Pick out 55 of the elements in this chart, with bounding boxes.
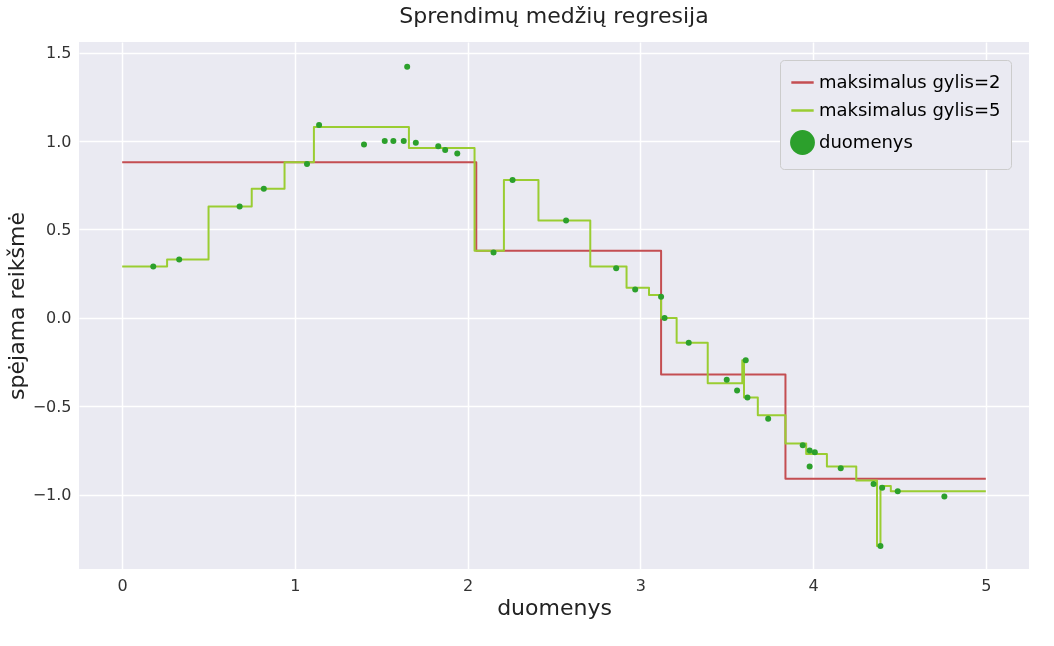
point — [723, 376, 730, 383]
point — [150, 263, 157, 270]
point — [658, 293, 665, 300]
y-axis-title: spėjama reikšmė — [3, 212, 29, 400]
point — [435, 143, 442, 150]
legend-label: duomenys — [819, 130, 913, 152]
x-tick-label: 3 — [635, 575, 646, 595]
point — [685, 339, 692, 346]
point — [454, 150, 461, 157]
point — [381, 138, 388, 145]
point — [390, 138, 397, 145]
point — [613, 265, 620, 272]
y-tick-label: 0.0 — [46, 308, 72, 328]
point — [744, 394, 751, 401]
point — [765, 415, 772, 422]
point — [490, 249, 497, 256]
point — [632, 286, 639, 293]
y-tick-label: −1.0 — [32, 485, 72, 505]
point — [870, 481, 877, 488]
point — [509, 176, 516, 183]
x-tick-label: 5 — [981, 575, 992, 595]
point — [806, 463, 813, 470]
x-tick-label: 1 — [290, 575, 301, 595]
x-axis-title: duomenys — [497, 594, 612, 620]
point — [304, 161, 310, 168]
point — [404, 63, 411, 70]
x-tick-label: 4 — [808, 575, 819, 595]
y-tick-label: 0.5 — [46, 219, 72, 239]
point — [442, 146, 449, 153]
point — [400, 138, 407, 145]
point — [734, 387, 741, 394]
point — [941, 493, 948, 500]
y-tick-label: −0.5 — [32, 396, 72, 416]
point — [176, 256, 183, 263]
point — [877, 543, 884, 549]
point — [799, 442, 806, 449]
legend-label: maksimalus gylis=2 — [819, 70, 1001, 92]
y-tick-label: 1.5 — [46, 43, 72, 63]
point — [361, 141, 367, 148]
point — [236, 203, 243, 210]
point — [879, 484, 886, 491]
point — [316, 122, 323, 129]
chart-title: Sprendimų medžių regresija — [399, 3, 709, 28]
point — [811, 449, 818, 456]
point — [742, 357, 749, 364]
y-tick-label: 1.0 — [46, 131, 72, 151]
x-tick-label: 0 — [117, 575, 128, 595]
legend-label: maksimalus gylis=5 — [819, 98, 1001, 120]
point — [837, 465, 844, 472]
point — [661, 314, 668, 321]
point — [563, 217, 570, 224]
point — [894, 488, 901, 495]
point — [412, 139, 419, 146]
point — [260, 185, 267, 192]
x-tick-label: 2 — [463, 575, 474, 595]
